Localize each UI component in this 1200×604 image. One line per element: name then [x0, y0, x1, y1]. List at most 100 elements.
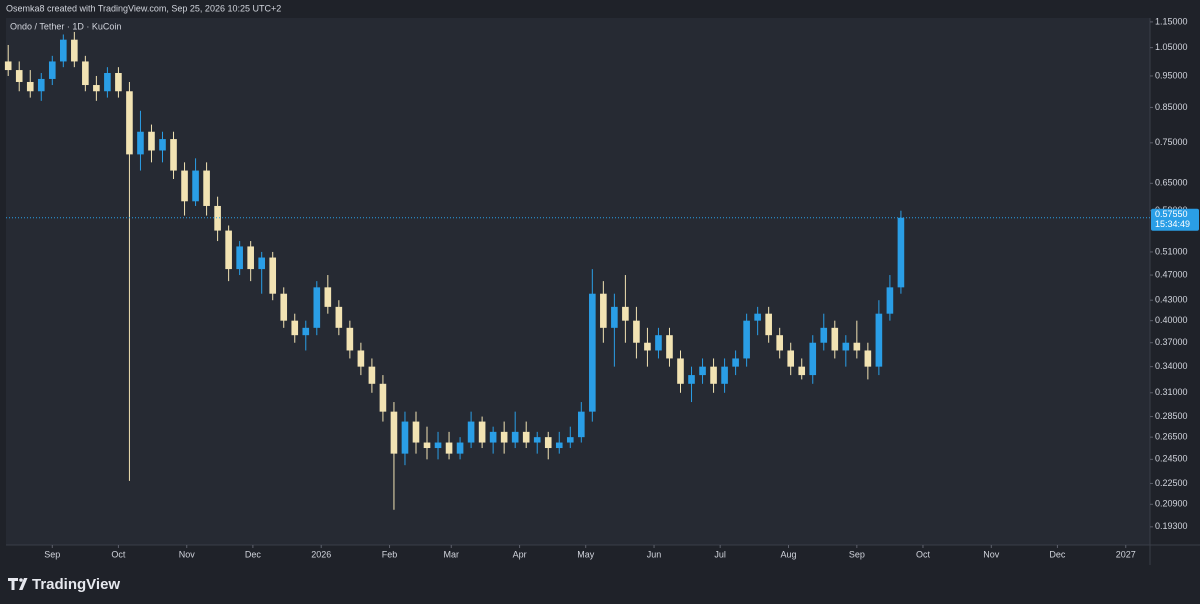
price-tick-label: 0.75000 [1155, 137, 1188, 147]
time-tick-label: Oct [111, 549, 126, 559]
candle-body [60, 39, 67, 62]
price-tick-label: 0.24500 [1155, 454, 1188, 464]
logo-dot [19, 578, 23, 582]
time-tick-label: Nov [983, 549, 1000, 559]
candle-body [247, 246, 254, 270]
candle-body [258, 257, 265, 270]
candle-body [170, 139, 177, 171]
candle-body [853, 342, 861, 351]
candle-body [225, 230, 232, 270]
candle-body [4, 61, 12, 71]
last-price-label: 0.57550 [1155, 209, 1188, 219]
time-tick-label: 2026 [311, 549, 331, 559]
candle-body [71, 39, 78, 62]
header: Osemka8 created with TradingView.com, Se… [6, 3, 281, 13]
candle-body [500, 431, 508, 443]
candle-body [809, 342, 817, 376]
price-tick-label: 1.05000 [1155, 42, 1188, 52]
candle-body [555, 442, 563, 449]
candle-body [214, 205, 221, 231]
time-tick-label: May [577, 549, 595, 559]
countdown-label: 15:34:49 [1155, 219, 1190, 229]
brand: TradingView [32, 576, 120, 593]
price-tick-label: 0.20900 [1155, 499, 1188, 509]
candle-body [710, 366, 717, 384]
candle-body [765, 313, 772, 336]
candle-body [137, 131, 144, 155]
candle-body [611, 306, 618, 328]
price-tick-label: 0.28500 [1155, 411, 1188, 421]
candle-body [589, 293, 596, 412]
symbol-legend: Ondo / Tether · 1D · KuCoin [10, 21, 121, 31]
candle-body [743, 320, 750, 359]
candle-body [126, 91, 133, 155]
candle-body [544, 437, 552, 449]
candle-body [401, 421, 409, 454]
candle-body [776, 335, 783, 351]
candle-body [280, 293, 288, 321]
logo [8, 578, 28, 590]
time-tick-label: Dec [245, 549, 262, 559]
candle-body [699, 366, 706, 376]
candle-body [346, 327, 354, 351]
time-tick-label: Feb [382, 549, 398, 559]
candle-body [566, 437, 574, 443]
candle-body [368, 366, 376, 384]
candle-body [622, 306, 629, 321]
candle-body [489, 431, 497, 443]
candle-body [886, 287, 894, 314]
candle-body [82, 61, 89, 86]
candle-body [203, 170, 210, 206]
candle-body [48, 61, 56, 79]
candle-body [875, 313, 883, 367]
candle-body [688, 375, 695, 384]
candle-body [677, 358, 684, 384]
last-price-tag [1151, 208, 1199, 231]
candle-body [357, 350, 365, 367]
candle-body [412, 421, 420, 443]
candle-body [192, 170, 199, 202]
time-tick-label: Aug [780, 549, 796, 559]
candle-body [423, 442, 431, 449]
candle-body [313, 287, 321, 328]
time-tick-label: Mar [444, 549, 460, 559]
candle-body [533, 437, 541, 443]
candle-body [478, 421, 486, 443]
candle-body [522, 431, 530, 443]
candle-body [754, 313, 761, 321]
candle-body [721, 366, 728, 384]
time-tick-label: Sep [44, 549, 60, 559]
candle-body [93, 85, 100, 92]
candle-body [148, 131, 155, 151]
candle-body [236, 246, 243, 270]
candle-body [732, 358, 739, 367]
time-tick-label: Oct [916, 549, 931, 559]
candle-body [291, 320, 299, 336]
price-tick-label: 0.22500 [1155, 478, 1188, 488]
candle-body [324, 287, 332, 307]
candle-body [831, 327, 839, 351]
candle-body [269, 257, 277, 294]
candle-body [644, 342, 651, 351]
price-tick-label: 0.85000 [1155, 102, 1188, 112]
candle-body [511, 431, 519, 443]
candle-body [633, 320, 640, 343]
price-tick-label: 0.34000 [1155, 361, 1188, 371]
candle-body [798, 366, 806, 376]
time-tick-label: Nov [179, 549, 196, 559]
candle-body [666, 335, 673, 359]
candle-body [897, 217, 905, 288]
logo-mark [8, 578, 28, 590]
price-tick-label: 0.43000 [1155, 295, 1188, 305]
candle-body [445, 442, 453, 454]
price-tick-label: 0.40000 [1155, 315, 1188, 325]
candle-body [578, 411, 585, 438]
candle-body [37, 78, 45, 92]
candle-body [379, 383, 387, 412]
time-tick-label: Dec [1049, 549, 1066, 559]
candle-body [335, 306, 343, 328]
price-tick-label: 0.51000 [1155, 246, 1188, 256]
plot-area [6, 18, 1150, 545]
candle-body [115, 72, 122, 92]
